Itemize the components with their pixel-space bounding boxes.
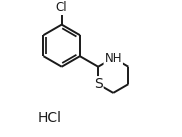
Text: NH: NH: [104, 52, 122, 65]
Text: Cl: Cl: [56, 1, 68, 14]
Text: S: S: [94, 77, 102, 91]
Text: HCl: HCl: [38, 111, 62, 125]
